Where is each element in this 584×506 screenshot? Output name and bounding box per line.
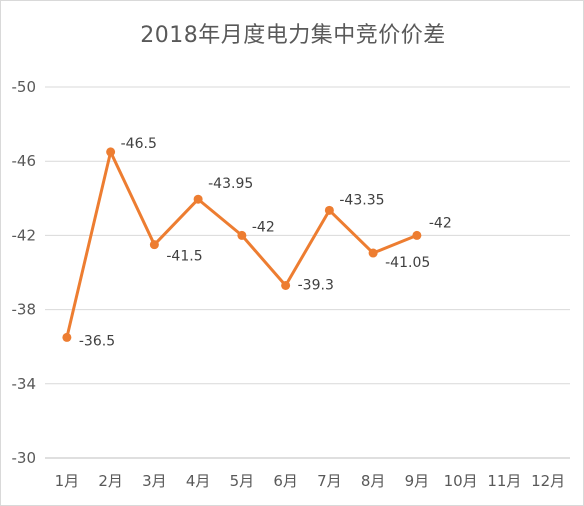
- chart-title: 2018年月度电力集中竞价价差: [140, 23, 446, 48]
- data-label: -43.95: [208, 176, 253, 192]
- y-tick-label: -42: [12, 226, 37, 244]
- x-tick-label: 2月: [98, 472, 123, 490]
- x-tick-label: 6月: [273, 472, 298, 490]
- x-tick-label: 3月: [142, 472, 167, 490]
- y-tick-label: -50: [12, 78, 37, 96]
- data-label: -39.3: [298, 277, 334, 293]
- x-tick-label: 12月: [531, 472, 565, 490]
- x-tick-label: 4月: [186, 472, 211, 490]
- data-label: -43.35: [339, 192, 384, 208]
- x-tick-label: 9月: [405, 472, 430, 490]
- data-label: -41.05: [385, 255, 430, 271]
- data-point: [412, 230, 422, 240]
- data-label: -42: [252, 219, 275, 235]
- data-point: [62, 332, 72, 342]
- data-label: -46.5: [121, 136, 157, 152]
- y-tick-label: -34: [12, 375, 37, 393]
- y-tick-label: -30: [12, 449, 37, 467]
- data-label: -41.5: [166, 249, 202, 265]
- x-tick-label: 7月: [317, 472, 342, 490]
- data-point: [368, 248, 378, 258]
- data-point: [281, 280, 291, 290]
- y-tick-label: -46: [12, 152, 37, 170]
- data-label: -36.5: [79, 333, 115, 349]
- data-point: [193, 194, 203, 204]
- data-point: [106, 147, 116, 157]
- data-point: [149, 240, 159, 250]
- x-tick-label: 5月: [230, 472, 255, 490]
- y-tick-label: -38: [12, 301, 37, 319]
- x-tick-label: 10月: [444, 472, 478, 490]
- data-label: -42: [429, 215, 452, 231]
- x-tick-label: 11月: [487, 472, 521, 490]
- x-tick-label: 8月: [361, 472, 386, 490]
- data-point: [237, 230, 247, 240]
- data-point: [324, 205, 334, 215]
- x-tick-label: 1月: [55, 472, 80, 490]
